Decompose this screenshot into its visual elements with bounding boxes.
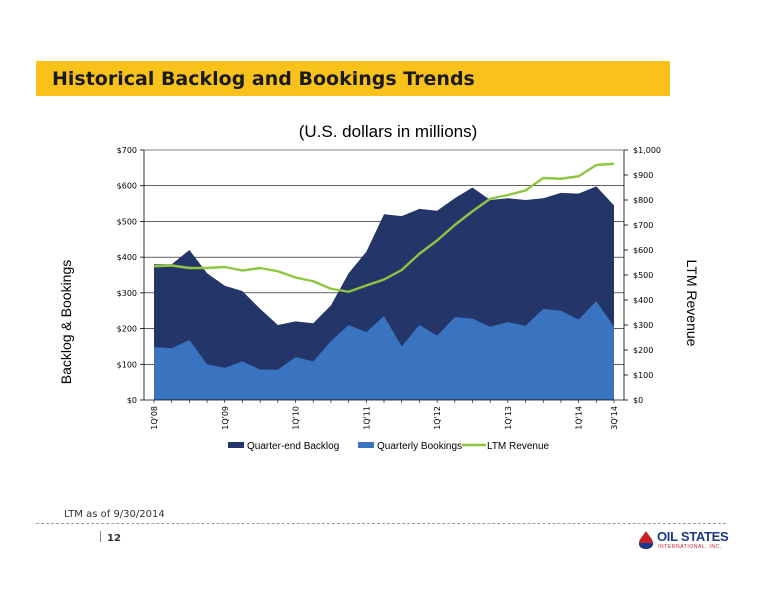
y-tick-label-3: $300 [117,289,137,298]
y-tick-label-5: $500 [117,217,137,226]
title-bar: Historical Backlog and Bookings Trends [36,61,670,96]
y2-tick-label-2: $200 [633,346,653,355]
y2-tick-label-4: $400 [633,296,653,305]
y-tick-label-1: $100 [117,360,137,369]
page-number: 12 [100,531,121,544]
legend-label-0: Quarter-end Backlog [247,441,339,452]
x-tick-label-6: 1Q'14 [575,406,584,430]
legend-swatch-0 [228,442,244,448]
x-tick-label-7: 3Q'14 [610,406,619,430]
page-number-bar [100,531,101,542]
y2-tick-label-5: $500 [633,271,653,280]
legend-label-2: LTM Revenue [487,441,550,452]
y2-tick-label-0: $0 [633,396,643,405]
legend-label-1: Quarterly Bookings [377,441,462,452]
logo-name: OIL STATES [657,529,729,544]
footer-divider [36,523,726,524]
x-tick-label-5: 1Q'13 [504,406,513,430]
page-title: Historical Backlog and Bookings Trends [52,68,475,90]
y-tick-label-4: $400 [117,253,137,262]
x-tick-label-1: 1Q'09 [221,406,230,430]
y2-tick-label-7: $700 [633,221,653,230]
ltm-footnote: LTM as of 9/30/2014 [64,509,165,520]
y-tick-label-7: $700 [117,146,137,155]
y2-tick-label-3: $300 [633,321,653,330]
y2-tick-label-8: $800 [633,196,653,205]
logo-subtext: INTERNATIONAL, INC. [658,544,722,550]
y2-tick-label-1: $100 [633,371,653,380]
page-number-value: 12 [107,533,121,544]
y-tick-label-6: $600 [117,182,137,191]
x-tick-label-2: 1Q'10 [292,406,301,430]
series-revenue-line [153,162,615,293]
x-tick-label-0: 1Q'08 [150,406,159,430]
chart: $0 $100 $200 $300 $400 $500 $600 $700 $0 $100 $200… [117,146,661,452]
chart-subtitle: (U.S. dollars in millions) [298,122,478,141]
y-tick-label-0: $0 [127,396,137,405]
y2-tick-label-6: $600 [633,246,653,255]
y-tick-label-2: $200 [117,325,137,334]
series-bookings-area [154,301,614,400]
y2-tick-label-10: $1,000 [633,146,661,155]
company-logo: OIL STATES INTERNATIONAL, INC. [634,528,729,552]
y2-tick-label-9: $900 [633,171,653,180]
x-tick-label-3: 1Q'11 [362,406,371,430]
legend-swatch-1 [358,442,374,448]
oil-drop-icon [639,531,653,549]
x-tick-label-4: 1Q'12 [433,406,442,430]
